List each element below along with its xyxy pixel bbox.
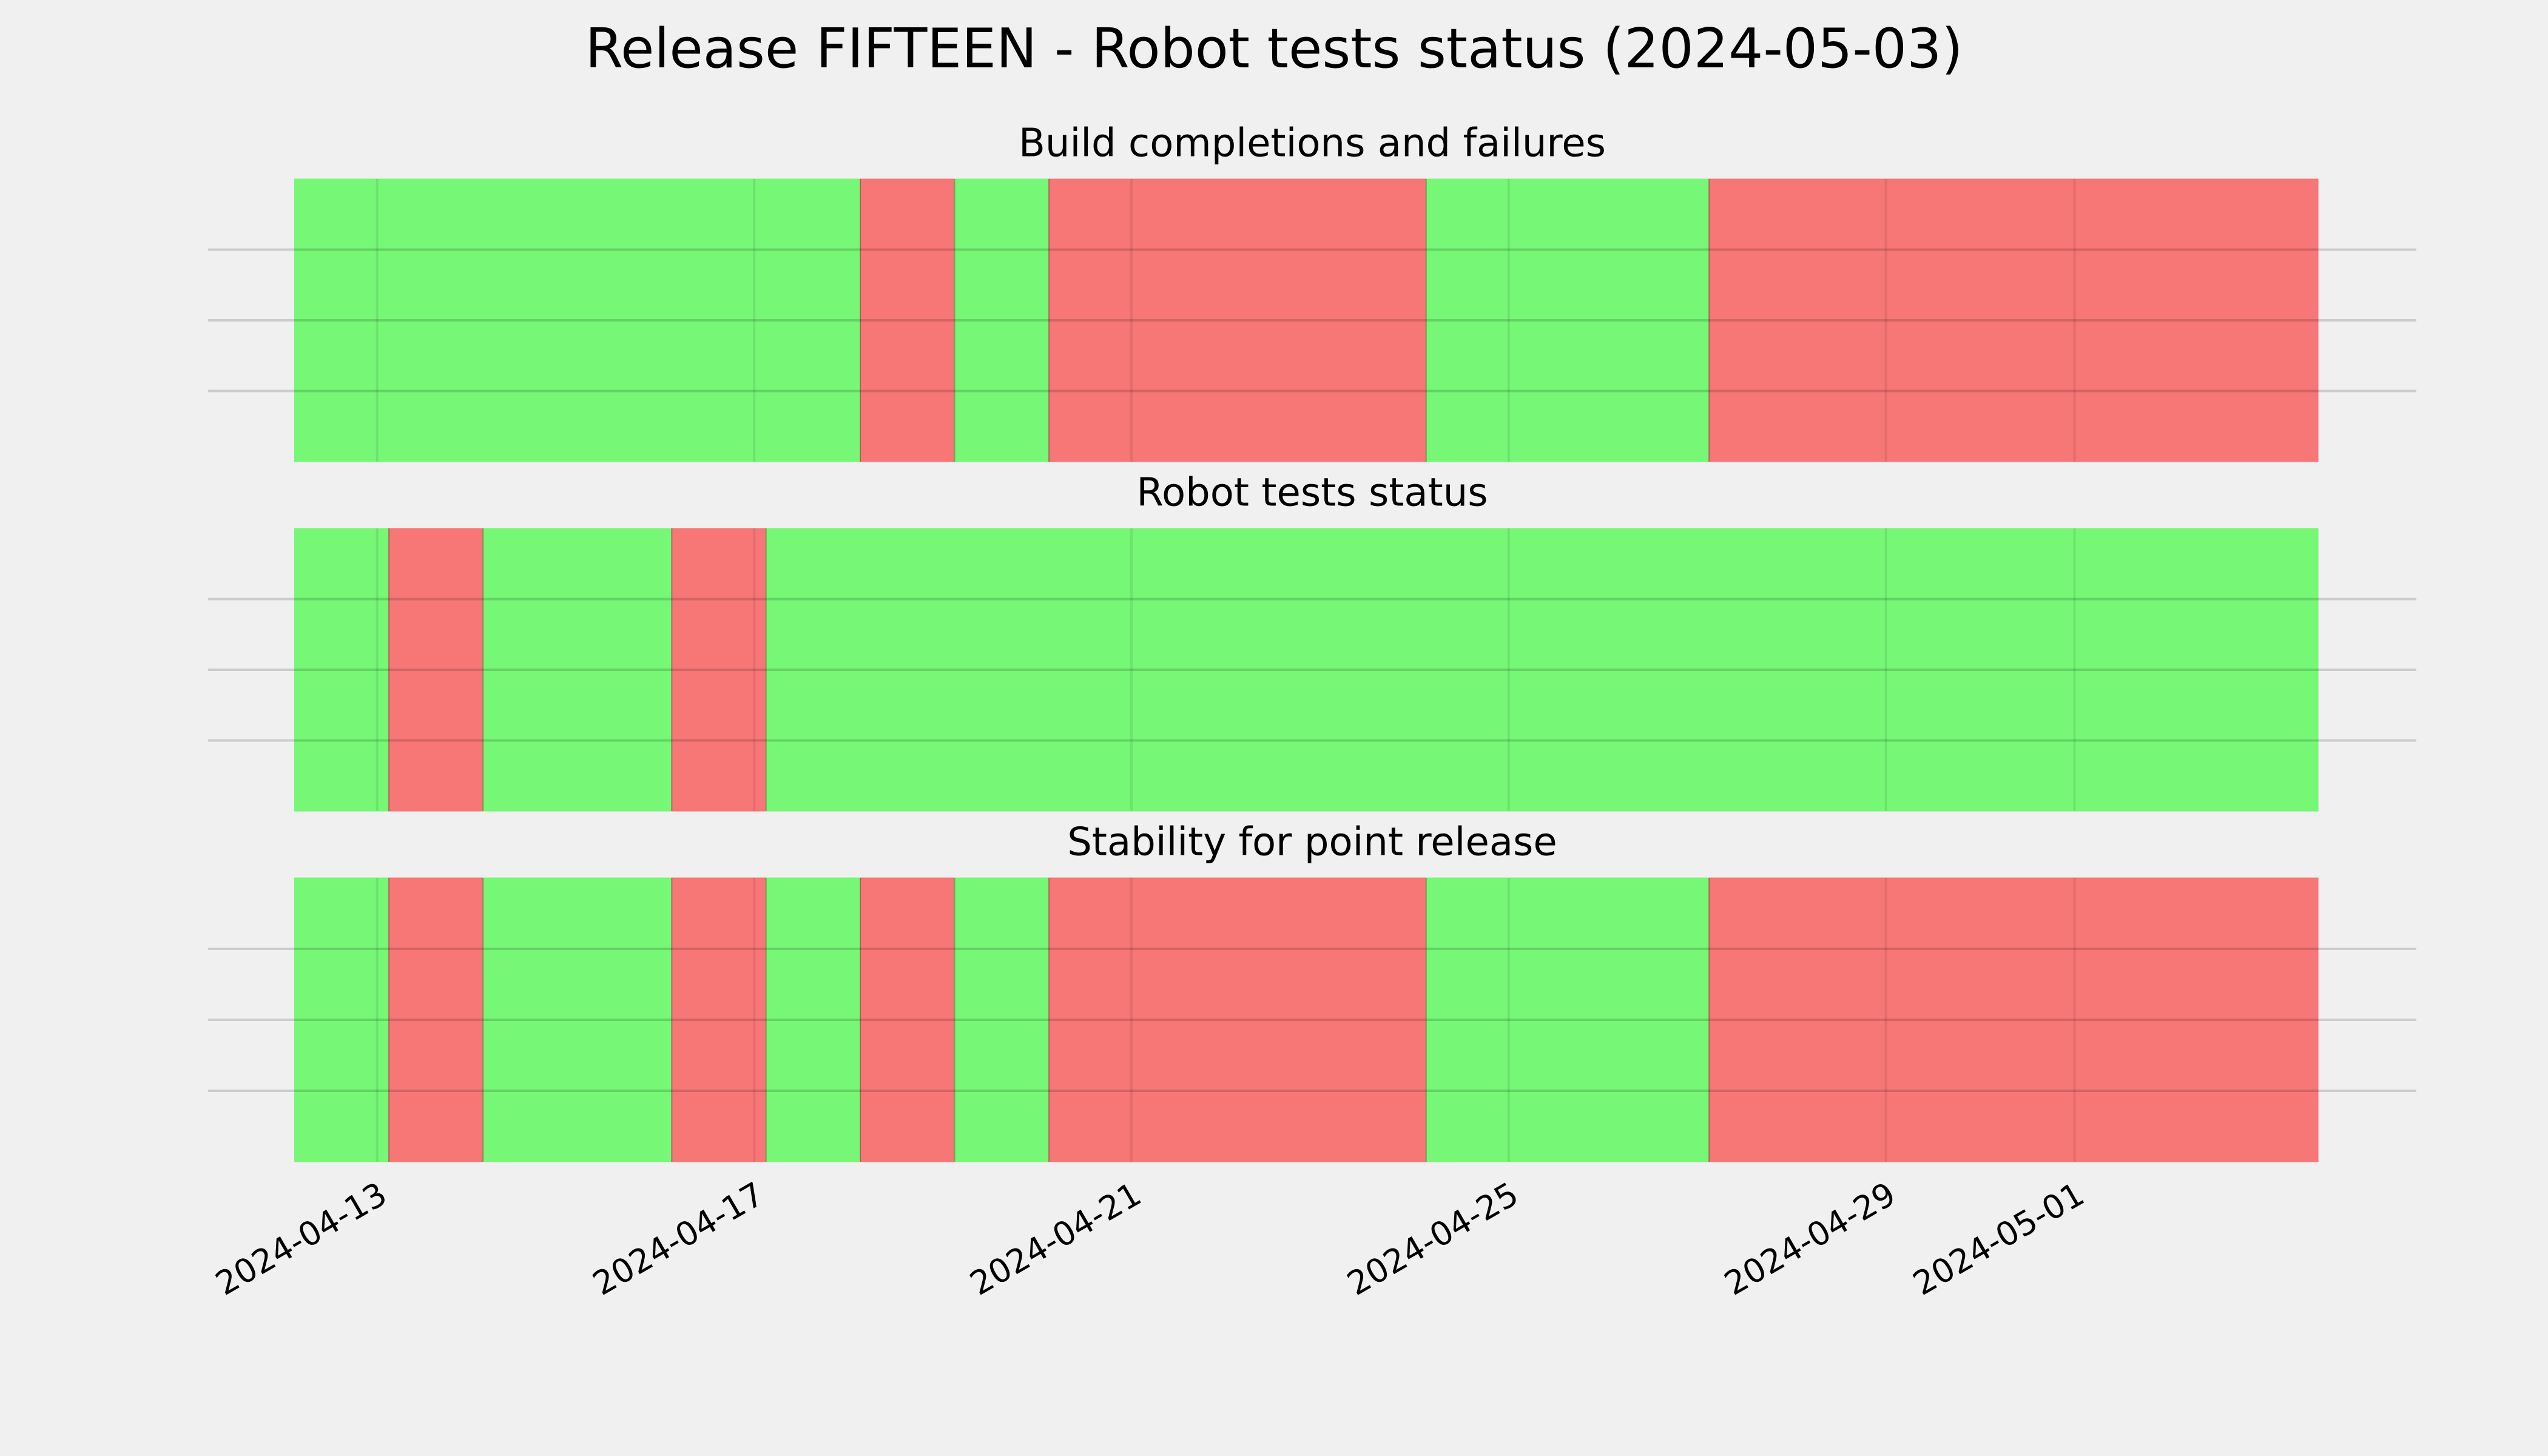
status-span xyxy=(766,877,861,1162)
status-span xyxy=(1708,877,2319,1162)
status-span xyxy=(294,877,389,1162)
status-span xyxy=(294,178,861,462)
chart-title: Release FIFTEEN - Robot tests status (20… xyxy=(585,17,1963,81)
status-span xyxy=(388,528,484,812)
status-span xyxy=(482,528,672,812)
status-span xyxy=(671,528,767,812)
status-span xyxy=(954,877,1050,1162)
status-span xyxy=(1048,178,1427,462)
status-span xyxy=(671,877,767,1162)
status-span xyxy=(860,877,956,1162)
status-span xyxy=(294,528,389,812)
status-span xyxy=(860,178,956,462)
status-span xyxy=(388,877,484,1162)
status-span xyxy=(1426,178,1710,462)
status-span xyxy=(766,528,2319,812)
status-span xyxy=(1708,178,2319,462)
status-span xyxy=(1048,877,1427,1162)
panel-title: Build completions and failures xyxy=(1019,121,1606,166)
panel-title: Robot tests status xyxy=(1136,471,1488,516)
status-span xyxy=(482,877,672,1162)
status-span xyxy=(954,178,1050,462)
status-span xyxy=(1426,877,1710,1162)
panel-title: Stability for point release xyxy=(1067,820,1557,865)
